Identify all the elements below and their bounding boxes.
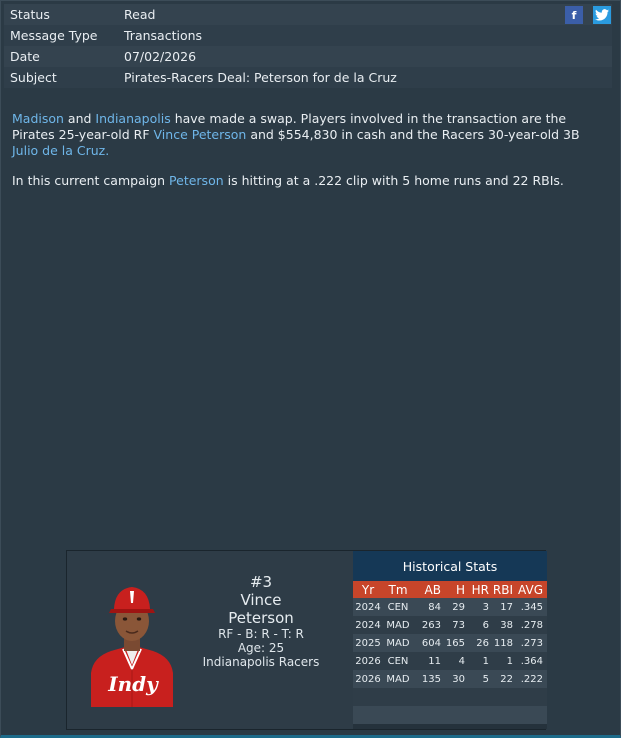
meta-row-subject: Subject Pirates-Racers Deal: Peterson fo… [4,67,612,88]
cell-tm: MAD [386,637,410,649]
cell-ab: 263 [421,619,441,631]
cell-rbi: 118 [493,637,513,649]
cell-yr: 2026 [355,655,381,667]
social-share: f [565,6,611,24]
cell-rbi: 38 [500,619,513,631]
player-number: #3 [249,573,273,591]
player-age: Age: 25 [237,641,285,655]
col-header-ab: AB [424,582,441,597]
svg-text:Indy: Indy [107,672,159,696]
meta-row-message-type: Message Type Transactions [4,25,612,46]
col-header-h: H [455,582,465,597]
cell-hr: 3 [482,601,489,613]
cell-hr: 6 [482,619,489,631]
meta-row-date: Date 07/02/2026 [4,46,612,67]
player-position-bats-throws: RF - B: R - T: R [218,627,304,641]
text-segment: . [105,143,110,158]
cell-avg: .222 [520,673,543,685]
meta-row-status: Status Read [4,4,612,25]
cell-tm: CEN [387,655,409,667]
link-julio-de-la-cruz[interactable]: Julio de la Cruz [12,143,106,158]
player-last-name: Peterson [228,609,294,627]
col-header-tm: Tm [388,582,408,597]
cell-yr: 2024 [355,619,381,631]
text-segment: is hitting at a .222 clip with 5 home ru… [223,173,564,188]
cell-h: 73 [452,619,465,631]
cell-tm: MAD [386,619,410,631]
stats-row: 2026 CEN 11 4 1 1 .364 [353,652,547,670]
cell-hr: 26 [476,637,489,649]
meta-value: Transactions [124,28,203,43]
cell-h: 30 [452,673,465,685]
cell-ab: 135 [421,673,441,685]
cell-h: 4 [458,655,465,667]
cell-avg: .345 [520,601,543,613]
col-header-rbi: RBI [492,582,513,597]
stats-title: Historical Stats [353,551,547,581]
cell-avg: .273 [520,637,543,649]
player-first-name: Vince [240,591,282,609]
cell-h: 165 [445,637,465,649]
player-team: Indianapolis Racers [202,655,320,669]
meta-label: Subject [10,70,57,85]
player-info: #3 Vince Peterson RF - B: R - T: R Age: … [191,573,331,669]
meta-label: Status [10,7,50,22]
cell-yr: 2024 [355,601,381,613]
stats-row: 2024 CEN 84 29 3 17 .345 [353,598,547,616]
col-header-hr: HR [471,582,489,597]
cell-yr: 2025 [355,637,381,649]
stats-header-row: Yr Tm AB H HR RBI AVG [353,581,547,598]
article-paragraph-2: In this current campaign Peterson is hit… [12,173,602,189]
text-segment: have made a swap. Players involved in th… [12,111,567,142]
facebook-share-button[interactable]: f [565,6,583,24]
text-segment: and $554,830 in cash and the Racers 30-y… [246,127,580,142]
facebook-icon: f [571,8,577,22]
twitter-bird-icon [595,9,609,21]
cell-avg: .278 [520,619,543,631]
cell-hr: 1 [482,655,489,667]
historical-stats-table: Historical Stats Yr Tm AB H HR RBI AVG 2… [353,551,547,729]
col-header-avg: AVG [518,582,543,597]
text-segment: In this current campaign [12,173,170,188]
cell-rbi: 17 [500,601,513,613]
link-madison[interactable]: Madison [12,111,64,126]
link-indianapolis[interactable]: Indianapolis [95,111,171,126]
meta-value: Read [124,7,156,22]
text-segment: and [63,111,96,126]
meta-value: 07/02/2026 [124,49,197,64]
stats-row: 2024 MAD 263 73 6 38 .278 [353,616,547,634]
twitter-share-button[interactable] [593,6,611,24]
player-card: Indy #3 Vince Peterson RF - B: R - T: R … [66,550,547,730]
cell-tm: CEN [387,601,409,613]
article-paragraph-1: Madison and Indianapolis have made a swa… [12,111,602,159]
col-header-yr: Yr [361,582,375,597]
meta-label: Date [10,49,40,64]
meta-value: Pirates-Racers Deal: Peterson for de la … [124,70,397,85]
stats-row: 2025 MAD 604 165 26 118 .273 [353,634,547,652]
cell-tm: MAD [386,673,410,685]
message-header: Status Read Message Type Transactions Da… [4,4,612,88]
cell-hr: 5 [482,673,489,685]
player-photo[interactable]: Indy [87,573,177,707]
cell-h: 29 [452,601,465,613]
stats-row-empty [353,706,547,724]
cell-ab: 604 [421,637,441,649]
cell-yr: 2026 [355,673,381,685]
player-portrait: Indy [91,587,173,707]
cell-ab: 84 [428,601,441,613]
cell-ab: 11 [428,655,441,667]
stats-row-empty [353,688,547,706]
stats-row: 2026 MAD 135 30 5 22 .222 [353,670,547,688]
cell-rbi: 1 [506,655,513,667]
cell-avg: .364 [520,655,543,667]
link-peterson[interactable]: Peterson [169,173,224,188]
cell-rbi: 22 [500,673,513,685]
link-vince-peterson[interactable]: Vince Peterson [153,127,247,142]
article-body: Madison and Indianapolis have made a swa… [12,111,602,203]
meta-label: Message Type [10,28,98,43]
